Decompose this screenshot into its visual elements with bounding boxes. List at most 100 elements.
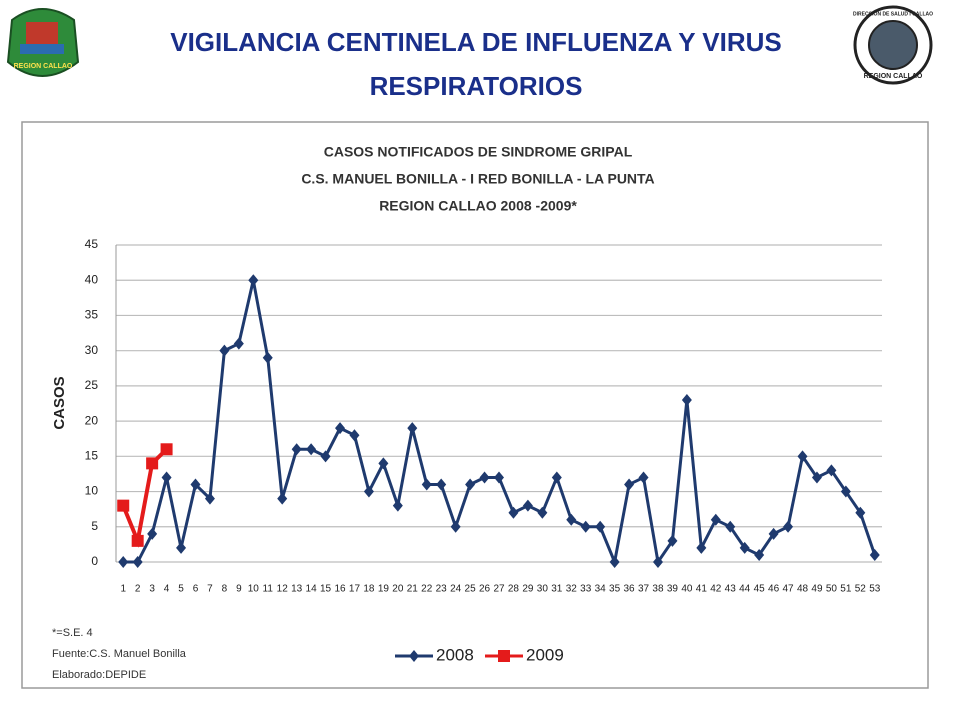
x-tick-label: 25 [465,584,477,595]
x-tick-label: 32 [566,584,578,595]
point [291,443,302,456]
point [450,520,461,533]
x-tick-label: 52 [855,584,867,595]
y-tick-label: 35 [85,308,99,322]
y-tick-label: 45 [85,237,99,251]
chart-title: REGION CALLAO 2008 -2009* [379,198,577,214]
point [551,471,562,484]
slide-title: VIGILANCIA CENTINELA DE INFLUENZA Y VIRU… [170,27,782,57]
x-tick-label: 10 [248,584,260,595]
legend-marker [498,650,510,662]
point [363,485,374,498]
x-tick-label: 28 [508,584,520,595]
chart-title: CASOS NOTIFICADOS DE SINDROME GRIPAL [324,144,633,160]
x-tick-label: 3 [149,584,155,595]
right-logo: DIRECCION DE SALUD I CALLAO REGION CALLA… [853,5,933,85]
point [783,520,794,533]
x-tick-label: 4 [164,584,170,595]
note: Fuente:C.S. Manuel Bonilla [52,648,187,660]
point [580,520,591,533]
point [638,471,649,484]
point [248,274,259,287]
point [117,499,130,512]
legend-label: 2008 [436,645,474,664]
x-tick-label: 47 [782,584,794,595]
x-tick-label: 14 [306,584,318,595]
slide-title: RESPIRATORIOS [370,71,583,101]
point [696,541,707,554]
point [161,471,172,484]
point [494,471,504,484]
left-logo: REGION CALLAO [6,8,80,77]
logo-waves [20,44,64,54]
point [306,443,317,456]
point [652,556,663,568]
x-tick-label: 51 [840,584,852,595]
legend-marker [409,650,419,662]
y-tick-label: 20 [85,413,99,427]
point [349,429,360,442]
point [826,464,837,477]
x-tick-label: 41 [696,584,708,595]
point [754,548,765,561]
x-tick-label: 26 [479,584,491,595]
x-tick-label: 2 [135,584,141,595]
x-tick-label: 29 [522,584,534,595]
point [277,492,288,505]
logo-text: REGION CALLAO [864,73,923,80]
x-tick-label: 31 [551,584,563,595]
point [219,344,230,357]
point [160,443,173,456]
point [190,478,201,491]
x-tick-label: 20 [392,584,404,595]
x-tick-label: 7 [207,584,213,595]
point [522,499,533,512]
chart-title: C.S. MANUEL BONILLA - I RED BONILLA - LA… [301,171,654,187]
point [233,337,244,350]
x-tick-label: 6 [193,584,199,595]
x-tick-label: 5 [178,584,184,595]
x-tick-label: 17 [349,584,361,595]
point [378,457,389,470]
point [204,492,215,505]
y-tick-label: 30 [85,343,99,357]
x-tick-label: 22 [421,584,433,595]
point [609,556,620,568]
y-tick-label: 5 [91,519,98,533]
x-tick-label: 37 [638,584,650,595]
x-tick-label: 8 [222,584,228,595]
point [146,457,159,470]
point [681,393,692,406]
point [176,541,187,554]
point [840,485,851,498]
point [407,422,418,435]
note: Elaborado:DEPIDE [52,669,146,681]
x-tick-label: 36 [624,584,636,595]
point [869,548,880,561]
x-tick-label: 40 [681,584,693,595]
x-tick-label: 34 [595,584,607,595]
y-tick-label: 25 [85,378,99,392]
point [262,351,273,364]
chart-frame [21,121,929,689]
y-tick-label: 15 [85,449,99,463]
x-tick-label: 33 [580,584,592,595]
y-tick-label: 0 [91,554,98,568]
x-tick-label: 44 [739,584,751,595]
x-tick-label: 13 [291,584,303,595]
series-line [121,447,168,548]
x-tick-label: 1 [120,584,126,595]
x-tick-label: 12 [277,584,289,595]
y-tick-label: 40 [85,272,99,286]
point [479,471,490,484]
x-tick-label: 50 [826,584,838,595]
point [566,513,577,526]
x-tick-label: 48 [797,584,809,595]
point [132,556,143,568]
x-tick-label: 35 [609,584,621,595]
x-tick-label: 24 [450,584,462,595]
legend-label: 2009 [526,645,564,664]
x-tick-label: 23 [436,584,448,595]
x-tick-label: 18 [363,584,375,595]
